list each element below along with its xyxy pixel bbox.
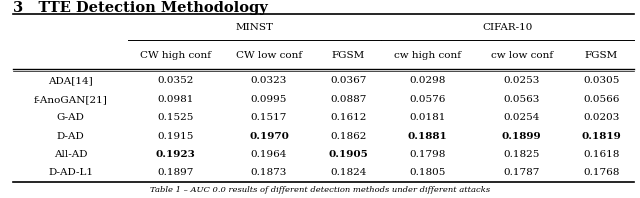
Text: 0.1825: 0.1825	[504, 150, 540, 159]
Text: 0.0566: 0.0566	[583, 95, 620, 104]
Text: 0.1787: 0.1787	[504, 168, 540, 177]
Text: MINST: MINST	[236, 23, 274, 31]
Text: D-AD: D-AD	[57, 132, 84, 141]
Text: 0.0367: 0.0367	[330, 76, 367, 85]
Text: 3   TTE Detection Methodology: 3 TTE Detection Methodology	[13, 1, 268, 15]
Text: 0.0352: 0.0352	[157, 76, 193, 85]
Text: 0.0576: 0.0576	[410, 95, 446, 104]
Text: Table 1 – AUC 0.0 results of different detection methods under different attacks: Table 1 – AUC 0.0 results of different d…	[150, 186, 490, 194]
Text: 0.0995: 0.0995	[251, 95, 287, 104]
Text: D-AD-L1: D-AD-L1	[48, 168, 93, 177]
Text: FGSM: FGSM	[332, 51, 365, 60]
Text: 0.1525: 0.1525	[157, 113, 193, 122]
Text: 0.1517: 0.1517	[251, 113, 287, 122]
Text: 0.0181: 0.0181	[410, 113, 446, 122]
Text: 0.1612: 0.1612	[330, 113, 367, 122]
Text: 0.1964: 0.1964	[251, 150, 287, 159]
Text: 0.0203: 0.0203	[583, 113, 620, 122]
Text: 0.0305: 0.0305	[583, 76, 620, 85]
Text: 0.1970: 0.1970	[249, 132, 289, 141]
Text: G-AD: G-AD	[56, 113, 84, 122]
Text: cw high conf: cw high conf	[394, 51, 461, 60]
Text: 0.1798: 0.1798	[410, 150, 446, 159]
Text: CW low conf: CW low conf	[236, 51, 302, 60]
Text: 0.0323: 0.0323	[251, 76, 287, 85]
Text: f-AnoGAN[21]: f-AnoGAN[21]	[34, 95, 108, 104]
Text: 0.1768: 0.1768	[583, 168, 620, 177]
Text: 0.0887: 0.0887	[330, 95, 367, 104]
Text: CIFAR-10: CIFAR-10	[482, 23, 532, 31]
Text: 0.0563: 0.0563	[504, 95, 540, 104]
Text: ADA[14]: ADA[14]	[48, 76, 93, 85]
Text: 0.0981: 0.0981	[157, 95, 193, 104]
Text: 0.1819: 0.1819	[581, 132, 621, 141]
Text: All-AD: All-AD	[54, 150, 87, 159]
Text: cw low conf: cw low conf	[491, 51, 553, 60]
Text: 0.0254: 0.0254	[504, 113, 540, 122]
Text: 0.1862: 0.1862	[330, 132, 367, 141]
Text: 0.1881: 0.1881	[408, 132, 448, 141]
Text: FGSM: FGSM	[584, 51, 618, 60]
Text: 0.1618: 0.1618	[583, 150, 620, 159]
Text: 0.1873: 0.1873	[251, 168, 287, 177]
Text: 0.1915: 0.1915	[157, 132, 193, 141]
Text: 0.1805: 0.1805	[410, 168, 446, 177]
Text: CW high conf: CW high conf	[140, 51, 211, 60]
Text: 0.1923: 0.1923	[156, 150, 195, 159]
Text: 0.1897: 0.1897	[157, 168, 193, 177]
Text: 0.1899: 0.1899	[502, 132, 541, 141]
Text: 0.1824: 0.1824	[330, 168, 367, 177]
Text: 0.0253: 0.0253	[504, 76, 540, 85]
Text: 0.1905: 0.1905	[328, 150, 369, 159]
Text: 0.0298: 0.0298	[410, 76, 446, 85]
